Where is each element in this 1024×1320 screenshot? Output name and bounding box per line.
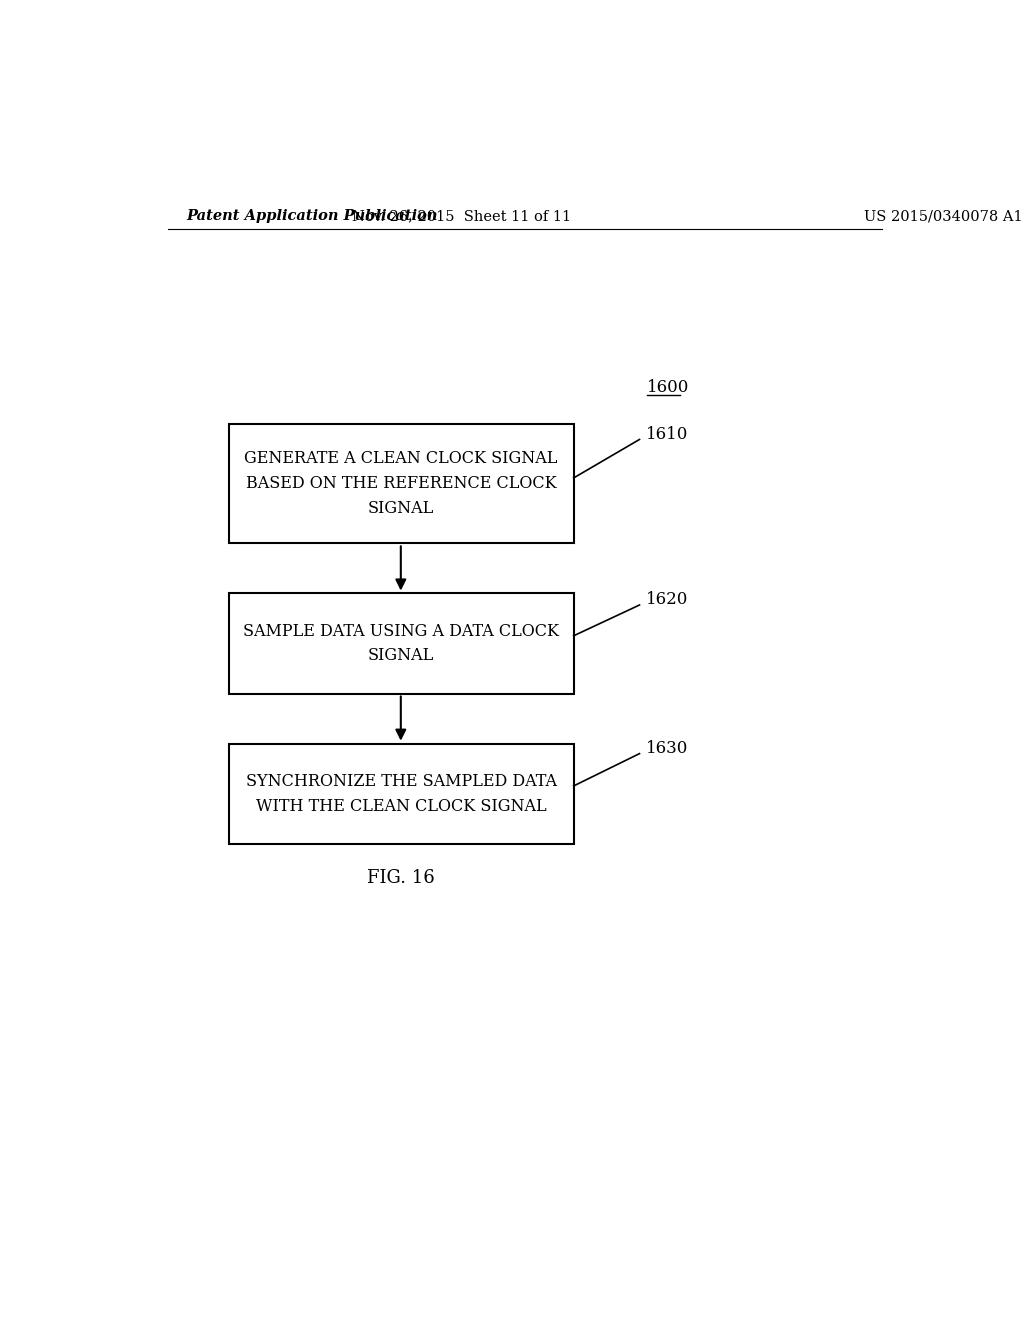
Bar [228, 743, 573, 843]
Text: GENERATE A CLEAN CLOCK SIGNAL
BASED ON THE REFERENCE CLOCK
SIGNAL: GENERATE A CLEAN CLOCK SIGNAL BASED ON T… [245, 450, 558, 517]
Text: Nov. 26, 2015  Sheet 11 of 11: Nov. 26, 2015 Sheet 11 of 11 [351, 209, 570, 223]
Text: 1610: 1610 [646, 425, 688, 442]
Text: Patent Application Publication: Patent Application Publication [186, 209, 437, 223]
Text: 1620: 1620 [646, 591, 688, 609]
Text: SYNCHRONIZE THE SAMPLED DATA
WITH THE CLEAN CLOCK SIGNAL: SYNCHRONIZE THE SAMPLED DATA WITH THE CL… [246, 772, 557, 814]
Text: 1630: 1630 [646, 739, 688, 756]
Bar [228, 594, 573, 693]
Text: SAMPLE DATA USING A DATA CLOCK
SIGNAL: SAMPLE DATA USING A DATA CLOCK SIGNAL [243, 623, 559, 664]
Text: 1600: 1600 [647, 379, 689, 396]
Text: FIG. 16: FIG. 16 [367, 870, 434, 887]
Text: US 2015/0340078 A1: US 2015/0340078 A1 [864, 209, 1023, 223]
Bar [228, 424, 573, 544]
